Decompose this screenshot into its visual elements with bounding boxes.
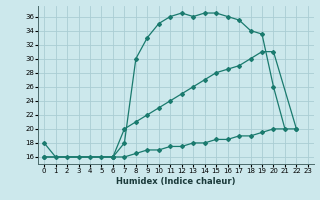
X-axis label: Humidex (Indice chaleur): Humidex (Indice chaleur) <box>116 177 236 186</box>
